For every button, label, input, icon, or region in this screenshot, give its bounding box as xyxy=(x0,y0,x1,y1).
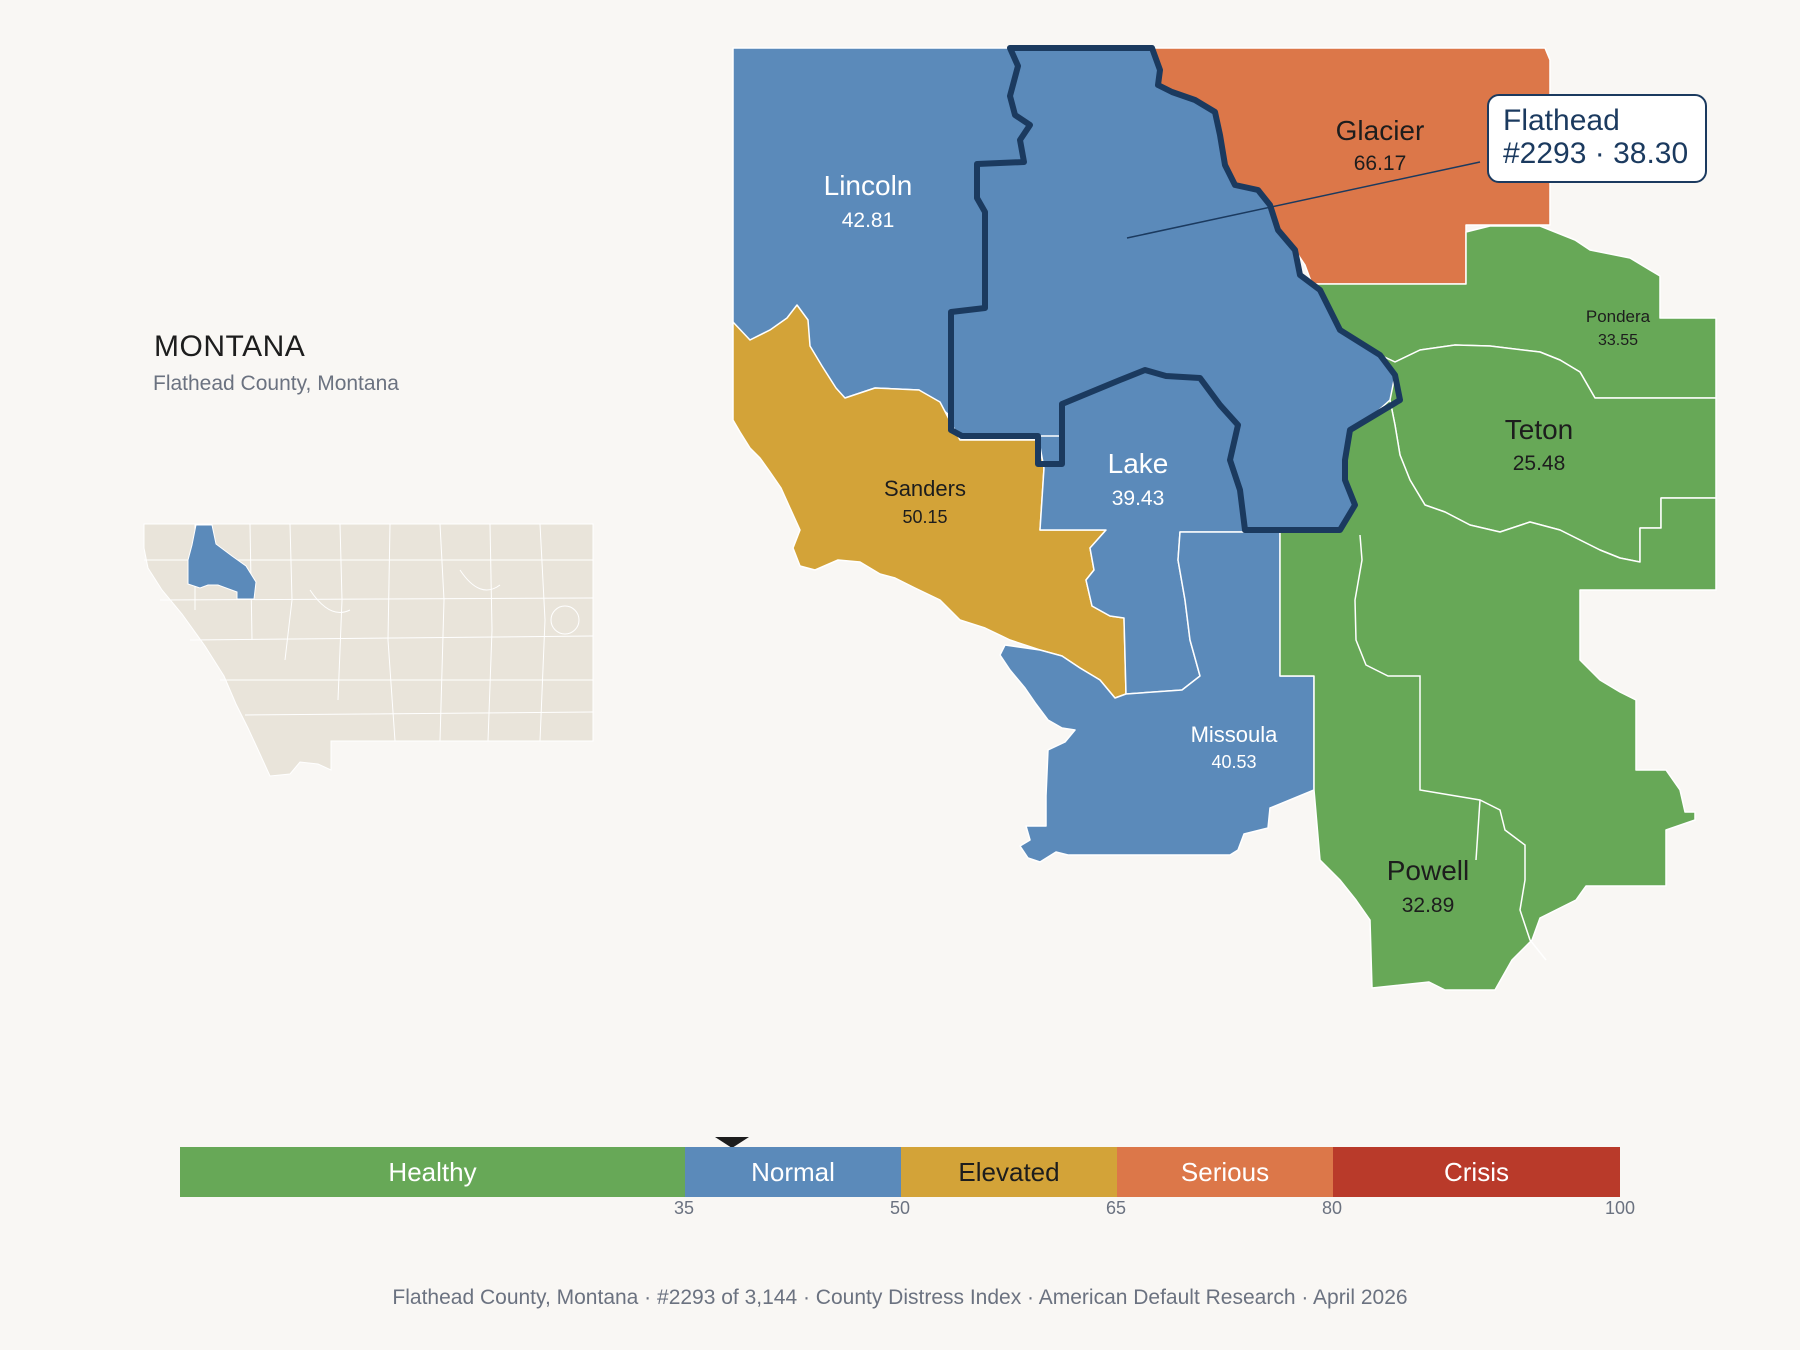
label-glacier-name: Glacier xyxy=(1336,115,1425,146)
state-subtitle: Flathead County, Montana xyxy=(153,372,399,395)
callout-leader-line xyxy=(1126,161,1481,239)
flathead-outline xyxy=(948,45,1403,533)
label-teton-name: Teton xyxy=(1505,414,1574,445)
distress-legend: Healthy Normal Elevated Serious Crisis xyxy=(180,1147,1620,1197)
legend-tick-100: 100 xyxy=(1604,1198,1636,1218)
inset-state-map xyxy=(143,523,594,777)
label-teton-value: 25.48 xyxy=(1513,452,1566,475)
legend-normal-label: Normal xyxy=(751,1156,835,1187)
state-title: MONTANA xyxy=(154,330,306,363)
flathead-callout: Flathead #2293 · 38.30 xyxy=(1487,94,1707,183)
inset-flathead-highlight xyxy=(187,524,257,600)
legend-elevated: Elevated xyxy=(901,1147,1117,1197)
label-missoula-name: Missoula xyxy=(1191,722,1279,747)
inset-county-lines xyxy=(144,523,594,742)
callout-rank-score: #2293 · 38.30 xyxy=(1503,137,1689,170)
label-missoula-value: 40.53 xyxy=(1211,752,1256,772)
label-lake-name: Lake xyxy=(1108,448,1169,479)
legend-normal: Normal xyxy=(685,1147,901,1197)
footer-credits: Flathead County, Montana · #2293 of 3,14… xyxy=(392,1286,1408,1309)
score-marker-icon xyxy=(714,1137,749,1148)
callout-county-name: Flathead xyxy=(1503,104,1620,137)
internal-county-lines xyxy=(1354,534,1547,961)
legend-tick-65: 65 xyxy=(1105,1198,1127,1218)
legend-healthy: Healthy xyxy=(180,1147,685,1197)
label-powell-value: 32.89 xyxy=(1402,894,1455,917)
legend-tick-80: 80 xyxy=(1321,1198,1343,1218)
label-powell-name: Powell xyxy=(1387,855,1469,886)
label-sanders-name: Sanders xyxy=(884,476,966,501)
label-lake-value: 39.43 xyxy=(1112,487,1165,510)
legend-healthy-label: Healthy xyxy=(388,1156,477,1187)
legend-crisis: Crisis xyxy=(1333,1147,1620,1197)
label-pondera-name: Pondera xyxy=(1586,307,1651,326)
legend-serious-label: Serious xyxy=(1180,1156,1270,1187)
county-powell[interactable] xyxy=(1279,399,1717,991)
label-pondera-value: 33.55 xyxy=(1598,332,1638,349)
legend-crisis-label: Crisis xyxy=(1444,1156,1509,1187)
legend-tick-35: 35 xyxy=(673,1198,695,1218)
label-lincoln-name: Lincoln xyxy=(824,170,913,201)
legend-serious: Serious xyxy=(1117,1147,1333,1197)
label-sanders-value: 50.15 xyxy=(902,507,947,527)
label-lincoln-value: 42.81 xyxy=(842,209,895,232)
counties xyxy=(732,45,1717,991)
county-labels: Lincoln 42.81 Glacier 66.17 Pondera 33.5… xyxy=(824,115,1651,917)
legend-elevated-label: Elevated xyxy=(958,1156,1060,1187)
legend-tick-50: 50 xyxy=(889,1198,911,1218)
label-glacier-value: 66.17 xyxy=(1354,152,1407,175)
